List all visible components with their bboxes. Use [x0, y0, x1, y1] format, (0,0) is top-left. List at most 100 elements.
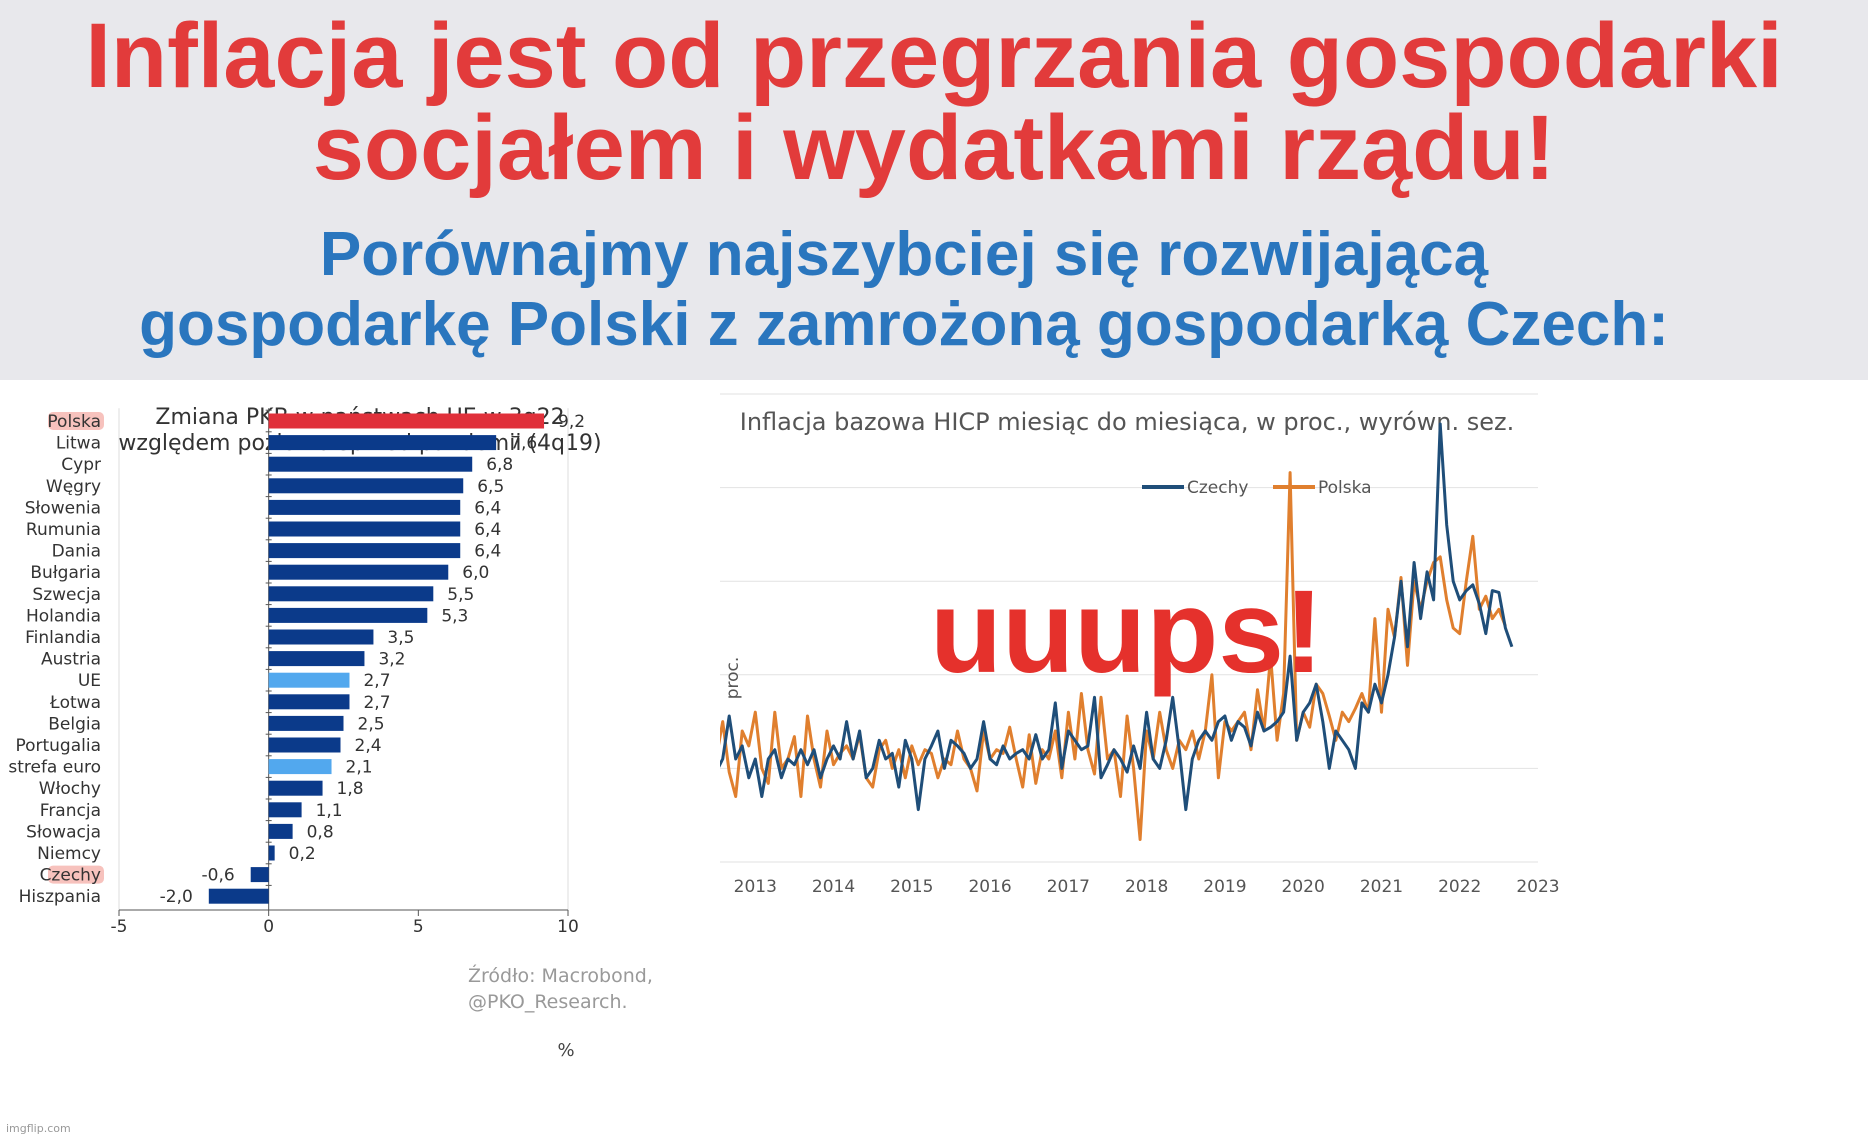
bar: [208, 888, 269, 904]
value-label: 0,2: [289, 844, 316, 864]
value-label: 7,6: [510, 434, 537, 454]
value-label: 6,8: [486, 455, 513, 475]
value-label: 5,5: [447, 585, 474, 605]
value-label: 6,4: [474, 542, 501, 562]
x-tick-label: 5: [413, 917, 424, 937]
category-label: Finlandia: [25, 628, 101, 648]
category-label: Austria: [41, 650, 101, 670]
value-label: 6,5: [477, 477, 504, 497]
value-label: 2,7: [363, 671, 390, 691]
category-label: Bułgaria: [30, 563, 101, 583]
bar: [268, 543, 461, 559]
bar: [268, 845, 275, 861]
bar: [268, 586, 434, 602]
category-highlight: [48, 865, 104, 884]
source-note-line-1: Źródło: Macrobond,: [468, 964, 653, 987]
category-label: Słowacja: [26, 822, 101, 842]
category-label: Portugalia: [15, 736, 101, 756]
chart-legend: Czechy Polska: [1142, 478, 1372, 498]
value-label: 0,8: [307, 822, 334, 842]
headline-line-1: Inflacja jest od przegrzania gospodarki: [85, 5, 1783, 107]
value-label: 6,0: [462, 563, 489, 583]
source-note-line-2: @PKO_Research.: [468, 991, 628, 1013]
bar: [268, 521, 461, 537]
imgflip-watermark: imgflip.com: [6, 1122, 71, 1135]
value-label: 2,7: [363, 693, 390, 713]
category-label: Rumunia: [26, 520, 101, 540]
bar: [268, 651, 365, 667]
value-label: 1,8: [337, 779, 364, 799]
bar: [268, 607, 428, 623]
category-label: Węgry: [46, 477, 101, 497]
bar: [268, 456, 473, 472]
x-tick-label: 2014: [812, 877, 855, 897]
category-label: Francja: [40, 801, 101, 821]
x-tick-label: 2021: [1360, 877, 1403, 897]
x-tick-label: -5: [111, 917, 128, 937]
uuups-overlay: uuups!: [930, 566, 1323, 698]
category-label: Belgia: [48, 714, 101, 734]
x-tick-label: 2016: [968, 877, 1011, 897]
x-tick-label: 2015: [890, 877, 933, 897]
value-label: 9,2: [558, 412, 585, 432]
bar: [268, 478, 464, 494]
category-label: strefa euro: [8, 758, 101, 778]
value-label: 3,2: [378, 650, 405, 670]
headline-line-2: socjałem i wydatkami rządu!: [312, 97, 1556, 199]
value-label: 6,4: [474, 498, 501, 518]
series-line-czechy: [675, 422, 1514, 812]
value-label: 2,4: [355, 736, 382, 756]
bar: [268, 413, 545, 429]
category-highlight: [48, 412, 104, 430]
value-label: -2,0: [160, 887, 193, 907]
x-tick-label: 2018: [1125, 877, 1168, 897]
bar: [268, 435, 497, 451]
legend-label-czechy: Czechy: [1187, 478, 1248, 498]
y-axis-label: proc.: [723, 657, 743, 700]
category-label: Szwecja: [32, 585, 101, 605]
category-label: Litwa: [56, 434, 101, 454]
gdp-bar-chart: Zmiana PKB w państwach UE w 3q22 względe…: [0, 380, 720, 1139]
category-label: Hiszpania: [19, 887, 101, 907]
subheadline-line-2: gospodarkę Polski z zamrożoną gospodarką…: [139, 290, 1669, 359]
bar: [268, 694, 350, 710]
legend-label-polska: Polska: [1318, 478, 1372, 498]
category-label: Polska: [47, 412, 101, 432]
category-label: Włochy: [39, 779, 101, 799]
x-tick-label: 2019: [1203, 877, 1246, 897]
category-label: Holandia: [26, 606, 101, 626]
value-label: 6,4: [474, 520, 501, 540]
bar: [250, 867, 269, 883]
line-chart-title: Inflacja bazowa HICP miesiąc do miesiąca…: [740, 408, 1514, 436]
x-tick-label: 2022: [1438, 877, 1481, 897]
value-label: -0,6: [202, 866, 235, 886]
bar: [268, 780, 323, 796]
category-label: Dania: [52, 542, 101, 562]
category-label: UE: [78, 671, 101, 691]
bar: [268, 672, 350, 688]
bar: [268, 499, 461, 515]
value-label: 2,1: [346, 758, 373, 778]
value-label: 1,1: [316, 801, 343, 821]
bar: [268, 823, 293, 839]
x-axis-unit-label: %: [557, 1040, 574, 1061]
category-label: Niemcy: [37, 844, 101, 864]
category-label: Czechy: [40, 866, 101, 886]
x-tick-label: 2023: [1516, 877, 1559, 897]
x-tick-label: 0: [263, 917, 274, 937]
bar: [268, 564, 449, 580]
value-label: 2,5: [358, 714, 385, 734]
x-tick-label: 2020: [1282, 877, 1325, 897]
value-label: 5,3: [441, 606, 468, 626]
x-tick-label: 2013: [734, 877, 777, 897]
header-banner: [0, 0, 1868, 380]
value-label: 3,5: [387, 628, 414, 648]
bar: [268, 715, 344, 731]
category-label: Cypr: [61, 455, 101, 475]
bar: [268, 759, 332, 775]
x-tick-label: 2017: [1047, 877, 1090, 897]
x-tick-label: 10: [557, 917, 579, 937]
category-label: Słowenia: [25, 498, 101, 518]
inflation-line-chart: Inflacja bazowa HICP miesiąc do miesiąca…: [626, 380, 1868, 1139]
category-label: Łotwa: [49, 693, 101, 713]
